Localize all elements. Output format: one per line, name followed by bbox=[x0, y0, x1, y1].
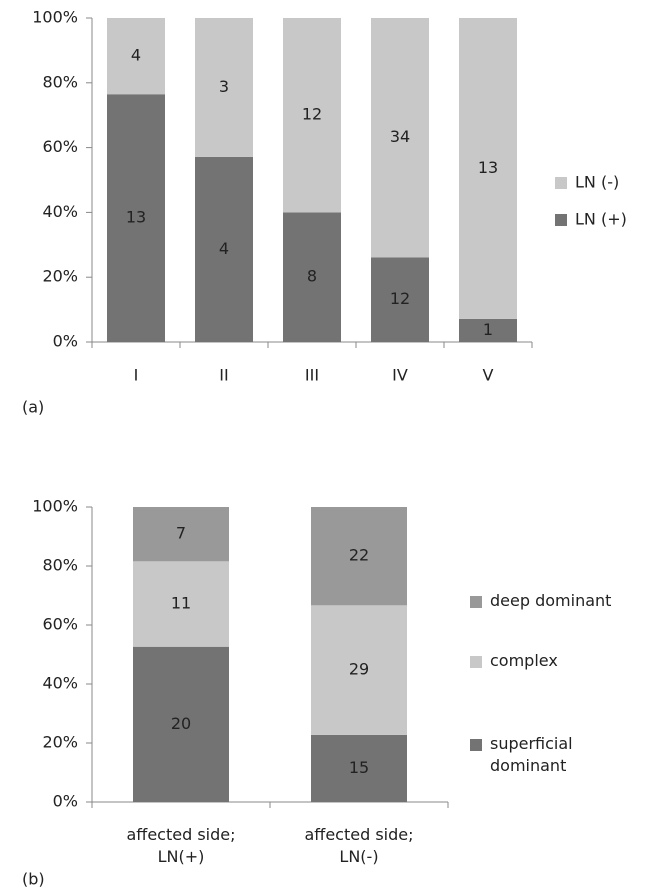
y-tick-label: 80% bbox=[42, 72, 78, 91]
bar-segment bbox=[283, 212, 341, 342]
x-tick-label: affected side; LN(+) bbox=[126, 825, 236, 866]
data-label: 20 bbox=[171, 714, 191, 733]
data-label: 13 bbox=[478, 158, 498, 177]
bar-segment bbox=[371, 18, 429, 258]
data-label: 13 bbox=[126, 208, 146, 227]
data-label: 8 bbox=[307, 267, 317, 286]
y-tick-label: 100% bbox=[32, 497, 78, 516]
legend-swatch bbox=[555, 177, 567, 189]
data-label: 29 bbox=[349, 660, 369, 679]
legend-swatch bbox=[470, 596, 482, 608]
bar-segment bbox=[311, 734, 407, 802]
y-tick-label: 20% bbox=[42, 267, 78, 286]
y-tick-label: 60% bbox=[42, 615, 78, 634]
x-tick-label: I bbox=[134, 366, 139, 385]
legend-label: LN (+) bbox=[575, 210, 627, 229]
y-tick-label: 0% bbox=[53, 332, 78, 351]
y-tick-label: 0% bbox=[53, 792, 78, 811]
bar-segment bbox=[133, 561, 229, 647]
legend-label: deep dominant bbox=[490, 591, 612, 610]
x-tick-label: V bbox=[483, 366, 494, 385]
data-label: 1 bbox=[483, 320, 493, 339]
data-label: 4 bbox=[219, 239, 229, 258]
data-label: 12 bbox=[302, 105, 322, 124]
data-label: 22 bbox=[349, 546, 369, 565]
legend-swatch bbox=[470, 656, 482, 668]
legend-label-box: superficial dominant bbox=[490, 734, 573, 775]
bar-segment bbox=[311, 605, 407, 735]
x-tick-label: III bbox=[305, 366, 319, 385]
legend-label: superficial dominant bbox=[490, 734, 573, 775]
panel-label: (a) bbox=[22, 398, 44, 417]
data-label: 15 bbox=[349, 758, 369, 777]
bar-segment bbox=[459, 18, 517, 319]
data-label: 4 bbox=[131, 46, 141, 65]
x-tick-label: affected side; LN(-) bbox=[304, 825, 414, 866]
panel-label: (b) bbox=[22, 870, 45, 889]
legend-label-box: deep dominant bbox=[490, 591, 612, 610]
legend-label-box: complex bbox=[490, 651, 558, 670]
y-tick-label: 40% bbox=[42, 202, 78, 221]
y-tick-label: 20% bbox=[42, 733, 78, 752]
bar-segment bbox=[133, 507, 229, 562]
x-tick-label: IV bbox=[392, 366, 408, 385]
data-label: 34 bbox=[390, 127, 410, 146]
legend-label: complex bbox=[490, 651, 558, 670]
y-tick-label: 100% bbox=[32, 8, 78, 27]
x-tick-label-box: affected side; LN(-) bbox=[304, 825, 414, 866]
bar-segment bbox=[371, 257, 429, 342]
bar-segment bbox=[311, 507, 407, 606]
bar-segment bbox=[459, 318, 517, 342]
legend-swatch bbox=[555, 214, 567, 226]
x-tick-label: II bbox=[219, 366, 228, 385]
y-tick-label: 40% bbox=[42, 674, 78, 693]
data-label: 11 bbox=[171, 594, 191, 613]
bar-segment bbox=[107, 18, 165, 95]
bar-segment bbox=[283, 18, 341, 213]
bar-segment bbox=[195, 18, 253, 157]
bar-segment bbox=[133, 646, 229, 802]
y-tick-label: 80% bbox=[42, 556, 78, 575]
bar-segment bbox=[195, 156, 253, 342]
legend-label: LN (-) bbox=[575, 173, 619, 192]
x-tick-label-box: affected side; LN(+) bbox=[126, 825, 236, 866]
data-label: 3 bbox=[219, 77, 229, 96]
y-tick-label: 60% bbox=[42, 137, 78, 156]
data-label: 7 bbox=[176, 524, 186, 543]
data-label: 12 bbox=[390, 289, 410, 308]
legend-swatch bbox=[470, 739, 482, 751]
bar-segment bbox=[107, 94, 165, 342]
